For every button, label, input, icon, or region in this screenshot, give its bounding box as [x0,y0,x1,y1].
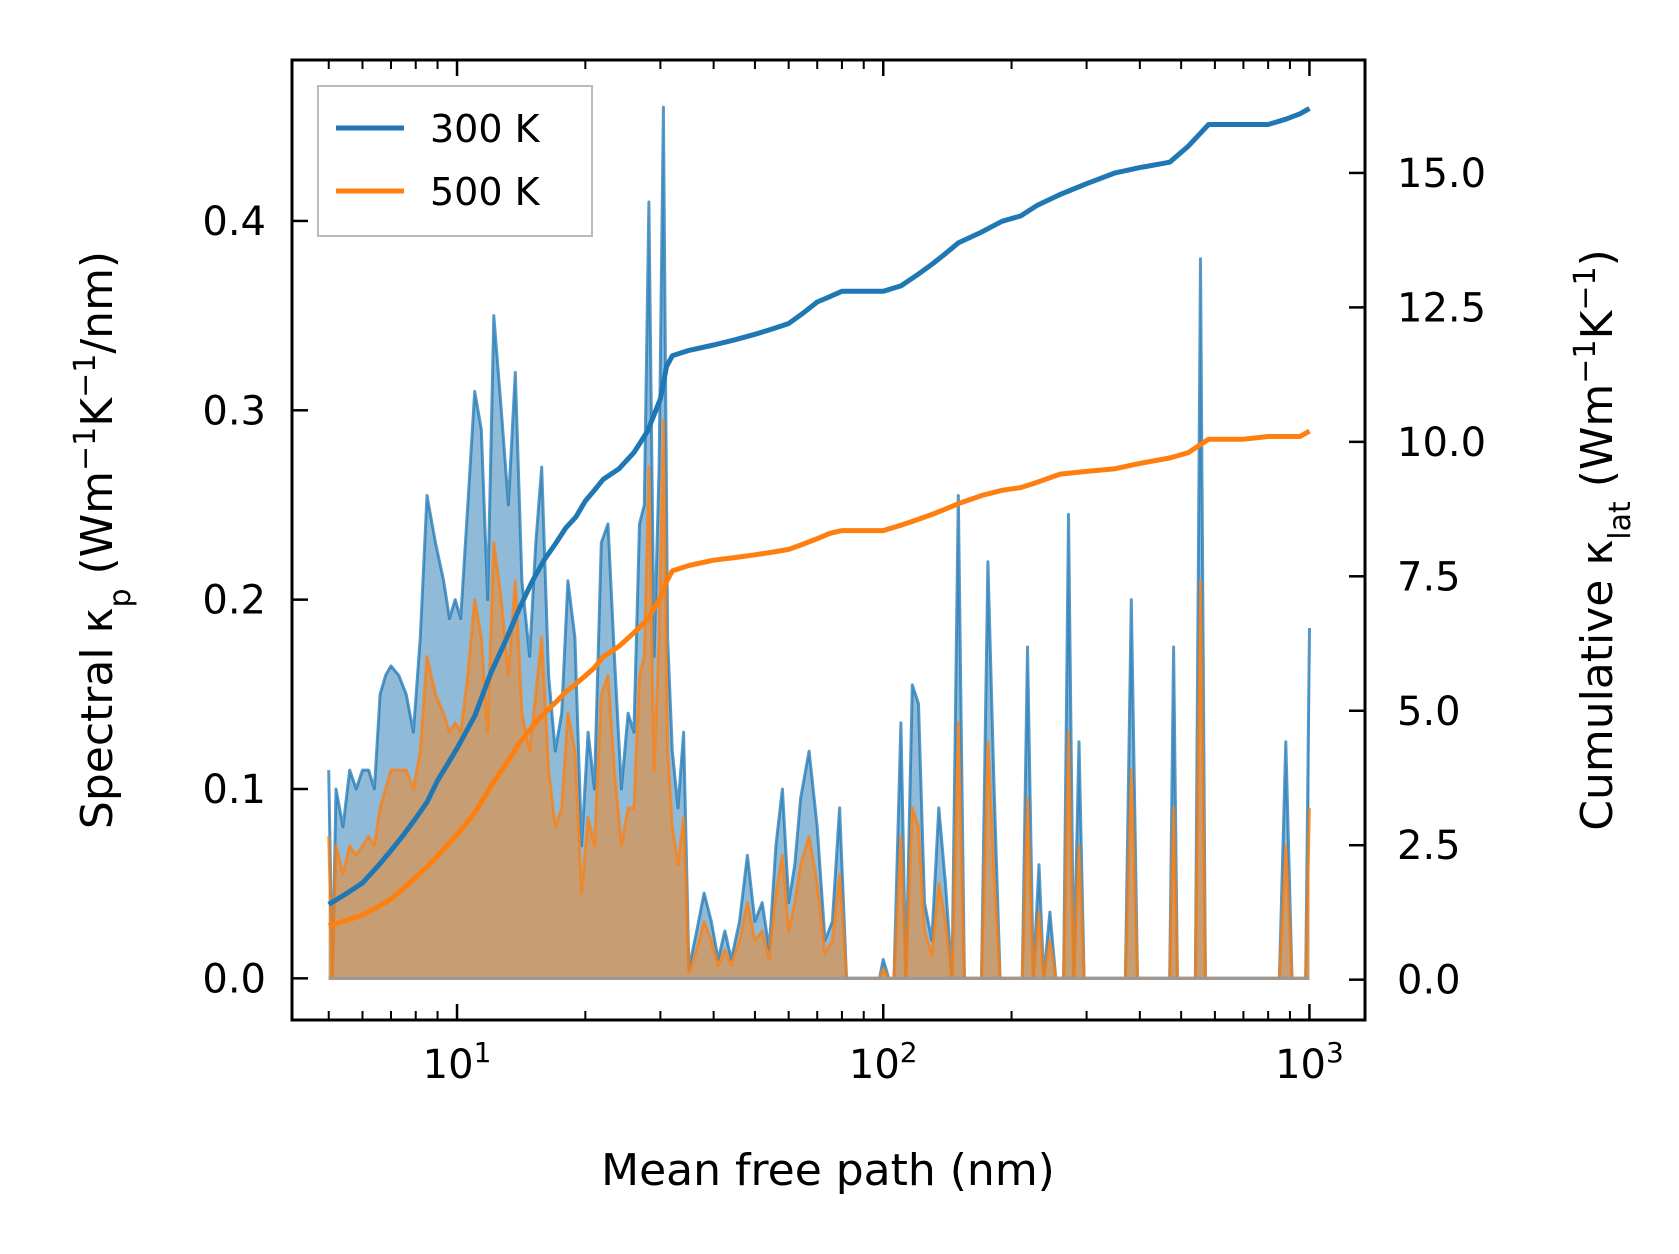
y-right-tick-label: 15.0 [1397,151,1486,197]
spectral-areas [327,105,1311,980]
x-axis-title: Mean free path (nm) [601,1145,1055,1196]
legend-box [317,85,593,237]
legend-label-300k: 300 K [430,107,541,151]
y-right-tick-label: 7.5 [1397,554,1461,600]
x-tick-label: 103 [1275,1036,1344,1089]
y-right-tick-label: 2.5 [1397,823,1461,869]
y-right-tick-label: 0.0 [1397,958,1461,1004]
y-right-tick-label: 12.5 [1397,285,1486,331]
x-axis: 101 102 103 [327,60,1344,1089]
series-lines [327,106,1311,929]
cumulative-line-300k [327,106,1311,907]
y-left-tick-label: 0.2 [202,578,266,624]
y-axis-left-title: Spectral κp (Wm−1K−1/nm) [68,251,138,829]
y-axis-right: 0.0 2.5 5.0 7.5 10.0 12.5 15.0 [1349,151,1486,1004]
legend-label-500k: 500 K [430,170,541,214]
legend: 300 K 500 K [317,85,593,237]
spectral-line-500k [327,418,1311,980]
x-tick-label: 101 [423,1036,492,1089]
y-left-tick-label: 0.4 [202,199,266,245]
y-axis-right-title: Cumulative κlat (Wm−1K−1) [1568,249,1638,831]
plot-frame [290,58,1367,1022]
x-tick-label: 102 [849,1036,918,1089]
cumulative-line-500k [327,428,1311,929]
spectral-area-500k [328,419,1310,979]
y-left-tick-label: 0.0 [202,956,266,1002]
y-right-tick-label: 5.0 [1397,689,1461,735]
y-right-tick-label: 10.0 [1397,420,1486,466]
y-left-tick-label: 0.3 [202,388,266,434]
y-axis-left: 0.0 0.1 0.2 0.3 0.4 [202,199,308,1002]
y-left-tick-label: 0.1 [202,767,266,813]
